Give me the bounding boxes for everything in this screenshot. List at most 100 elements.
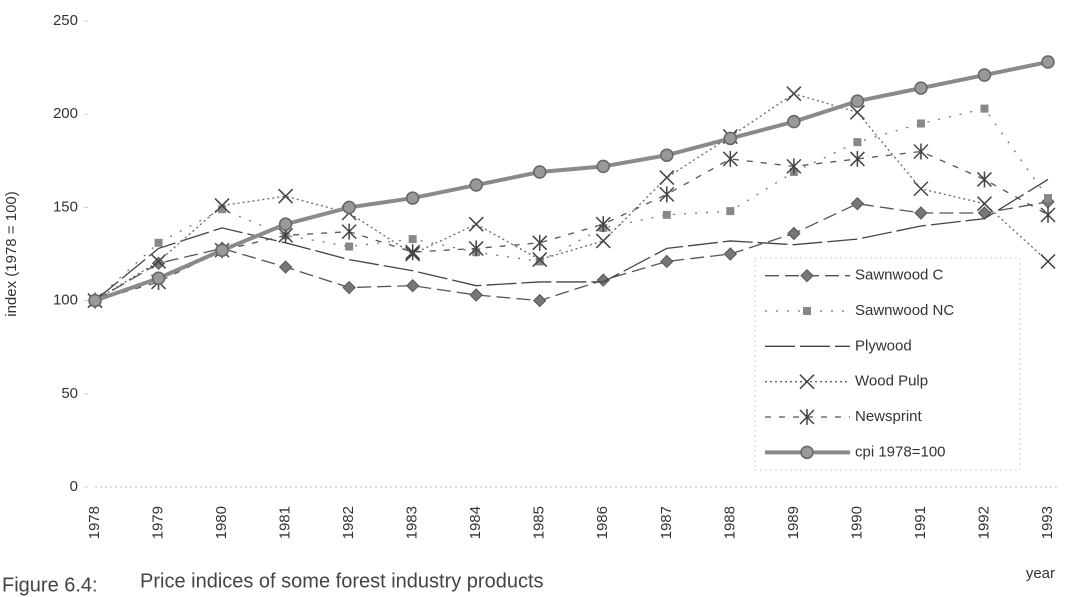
series-line: [94, 60, 1049, 303]
y-tick-label: 150: [53, 198, 78, 215]
data-point: [977, 68, 992, 82]
data-point: [660, 254, 674, 269]
data-point: [723, 247, 738, 261]
legend-marker: [800, 445, 814, 460]
x-tick-label: 1993: [1039, 506, 1056, 539]
x-axis-label: year: [1026, 565, 1055, 582]
figure-label: Figure 6.4:: [2, 574, 98, 596]
x-tick-label: 1991: [912, 506, 929, 539]
y-axis-label: index (1978 = 100): [3, 191, 20, 317]
data-point: [532, 234, 548, 251]
data-point: [1044, 194, 1052, 203]
x-tick-label: 1981: [277, 506, 294, 539]
legend-label: Plywood: [855, 337, 912, 354]
data-point: [850, 94, 865, 108]
x-tick-label: 1983: [404, 506, 421, 539]
data-point: [341, 223, 357, 240]
data-point: [408, 235, 417, 244]
data-point: [659, 186, 675, 203]
data-point: [469, 178, 483, 192]
y-tick-label: 100: [53, 292, 78, 309]
data-point: [913, 143, 929, 160]
x-tick-label: 1985: [531, 506, 548, 539]
x-tick-label: 1979: [150, 506, 167, 539]
data-point: [723, 131, 738, 146]
data-point: [722, 150, 738, 167]
data-point: [916, 119, 925, 128]
data-point: [151, 271, 166, 285]
data-point: [980, 104, 989, 113]
data-point: [88, 293, 102, 308]
data-point: [787, 226, 801, 241]
x-tick-label: 1989: [785, 506, 802, 539]
series-line: [94, 201, 1049, 302]
data-point: [914, 81, 928, 95]
data-point: [849, 150, 865, 167]
data-point: [913, 181, 929, 197]
legend-marker: [799, 409, 815, 425]
data-point: [468, 216, 484, 232]
data-point: [469, 288, 483, 302]
data-point: [786, 86, 802, 102]
legend-label: cpi 1978=100: [855, 443, 946, 460]
data-point: [214, 198, 230, 214]
data-point: [278, 217, 293, 231]
data-point: [596, 159, 611, 174]
y-tick-label: 0: [70, 478, 78, 495]
x-tick-label: 1978: [86, 506, 103, 539]
data-point: [535, 257, 544, 266]
data-point: [1041, 55, 1055, 69]
x-tick-label: 1987: [658, 506, 675, 539]
x-tick-label: 1990: [848, 506, 865, 539]
legend-label: Sawnwood C: [855, 267, 944, 284]
data-point: [787, 114, 801, 129]
data-point: [278, 188, 294, 204]
data-point: [850, 196, 865, 211]
legend-marker: [799, 374, 815, 390]
data-point: [278, 260, 293, 274]
data-point: [595, 216, 611, 233]
y-tick-label: 250: [53, 12, 78, 29]
legend-label: Wood Pulp: [855, 373, 928, 390]
data-point: [218, 205, 227, 214]
x-tick-label: 1982: [340, 506, 357, 539]
data-point: [976, 196, 992, 212]
data-point: [849, 104, 865, 120]
data-point: [662, 210, 671, 219]
legend-marker: [800, 268, 814, 283]
series-line: [94, 92, 1049, 302]
x-tick-label: 1986: [594, 506, 611, 539]
data-point: [786, 158, 802, 175]
legend-label: Newsprint: [855, 408, 923, 425]
data-point: [1040, 253, 1056, 269]
data-point: [532, 165, 547, 179]
data-point: [151, 253, 167, 269]
data-point: [405, 278, 420, 293]
data-point: [659, 170, 675, 186]
data-point: [342, 280, 356, 295]
legend-marker: [803, 307, 811, 315]
data-point: [405, 191, 420, 205]
x-tick-label: 1980: [213, 506, 230, 539]
data-point: [660, 148, 674, 162]
data-point: [151, 256, 166, 271]
series-line: [94, 150, 1049, 302]
legend-box: [754, 257, 1021, 471]
data-point: [215, 243, 229, 258]
data-point: [976, 171, 992, 188]
data-point: [1040, 206, 1056, 223]
y-tick-label: 200: [53, 105, 78, 122]
data-point: [596, 273, 610, 287]
data-point: [345, 242, 354, 251]
data-point: [468, 240, 484, 257]
data-point: [405, 244, 421, 261]
data-point: [533, 293, 547, 308]
x-tick-label: 1992: [975, 506, 992, 539]
data-point: [914, 206, 928, 220]
data-point: [342, 200, 356, 215]
data-point: [726, 207, 735, 216]
data-point: [595, 233, 611, 249]
x-tick-label: 1984: [467, 506, 484, 539]
data-point: [154, 238, 163, 247]
